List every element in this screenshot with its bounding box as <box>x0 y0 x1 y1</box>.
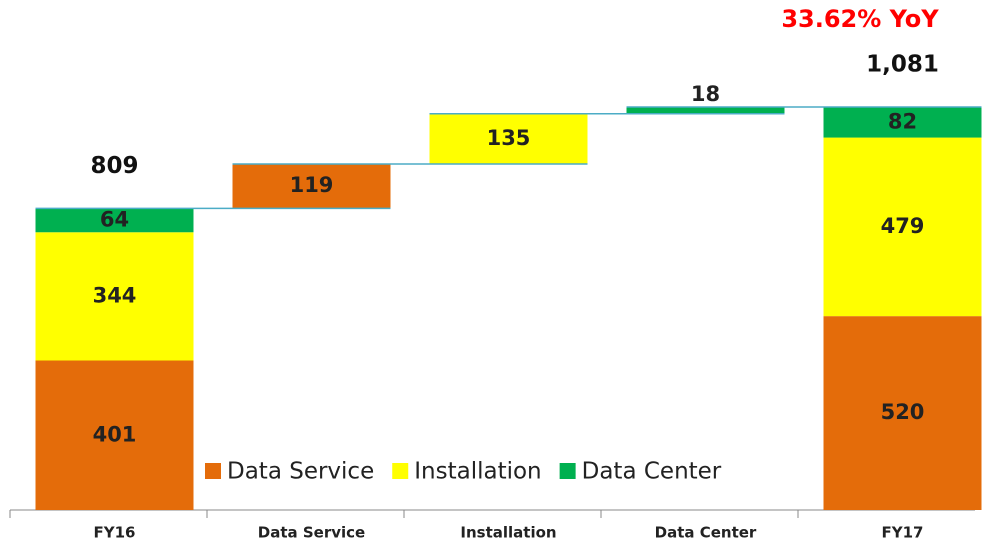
value-label: 18 <box>691 82 720 106</box>
bar <box>35 360 194 510</box>
bar <box>626 107 785 114</box>
value-label: 479 <box>881 214 925 238</box>
value-label: 119 <box>290 173 334 197</box>
value-label: 401 <box>93 422 137 446</box>
legend-label: Data Service <box>227 459 374 485</box>
bar <box>429 113 588 165</box>
bar <box>823 137 982 317</box>
annotation: 33.62% YoY <box>781 5 939 33</box>
value-label: 344 <box>93 283 137 307</box>
x-tick-label: FY16 <box>94 524 136 542</box>
value-label: 520 <box>881 400 925 424</box>
x-tick-label: Data Center <box>655 524 757 542</box>
x-tick-label: Data Service <box>258 524 365 542</box>
bar <box>823 107 982 138</box>
value-label: 64 <box>100 207 129 231</box>
bar <box>232 164 391 209</box>
legend-swatch <box>205 463 221 479</box>
legend-swatch <box>559 463 576 479</box>
value-label: 82 <box>888 109 917 133</box>
value-label: 135 <box>487 126 531 150</box>
total-label: 809 <box>90 153 138 179</box>
x-tick-label: Installation <box>460 524 556 542</box>
legend-label: Installation <box>414 459 541 485</box>
total-label: 1,081 <box>866 52 939 78</box>
bar <box>35 208 194 233</box>
bar <box>823 316 982 510</box>
x-tick-label: FY17 <box>882 524 924 542</box>
bar <box>35 232 194 361</box>
legend-label: Data Center <box>582 459 722 485</box>
legend-swatch <box>392 463 409 479</box>
